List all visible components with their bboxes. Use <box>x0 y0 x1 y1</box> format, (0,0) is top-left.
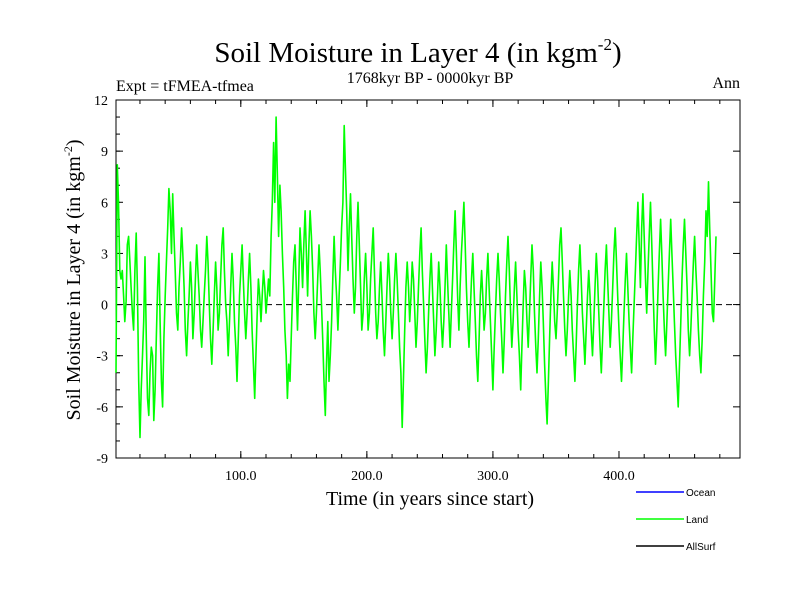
plot-frame <box>115 99 741 459</box>
series-line-land <box>115 116 717 439</box>
legend: Ocean Land AllSurf <box>636 488 716 553</box>
y-tick-label: 6 <box>101 196 108 211</box>
y-tick-label: -9 <box>96 452 108 467</box>
legend-label-land: Land <box>686 515 708 526</box>
legend-label-ocean: Ocean <box>686 488 715 499</box>
legend-label-allsurf: AllSurf <box>686 542 716 553</box>
axis-ticks: -9 -6 -3 0 3 6 9 12 100.0 200.0 300.0 400.0 <box>94 94 740 484</box>
series-layer <box>115 116 717 439</box>
chart-title: Soil Moisture in Layer 4 (in kgm-2) <box>214 35 621 69</box>
season-label: Ann <box>712 75 740 92</box>
experiment-label: Expt = tFMEA-tfmea <box>116 78 254 95</box>
y-tick-label: 9 <box>101 145 108 160</box>
x-tick-label: 100.0 <box>225 469 257 484</box>
y-tick-label: -6 <box>96 401 108 416</box>
y-tick-label: 0 <box>101 299 108 314</box>
x-axis-label: Time (in years since start) <box>326 488 534 510</box>
y-tick-label: 12 <box>94 94 108 109</box>
x-tick-label: 400.0 <box>603 469 635 484</box>
x-tick-label: 200.0 <box>351 469 383 484</box>
y-axis-label: Soil Moisture in Layer 4 (in kgm-2) <box>61 139 85 420</box>
y-tick-label: 3 <box>101 247 108 262</box>
chart-subtitle: 1768kyr BP - 0000kyr BP <box>347 70 514 87</box>
y-tick-label: -3 <box>96 350 108 365</box>
x-tick-label: 300.0 <box>477 469 509 484</box>
